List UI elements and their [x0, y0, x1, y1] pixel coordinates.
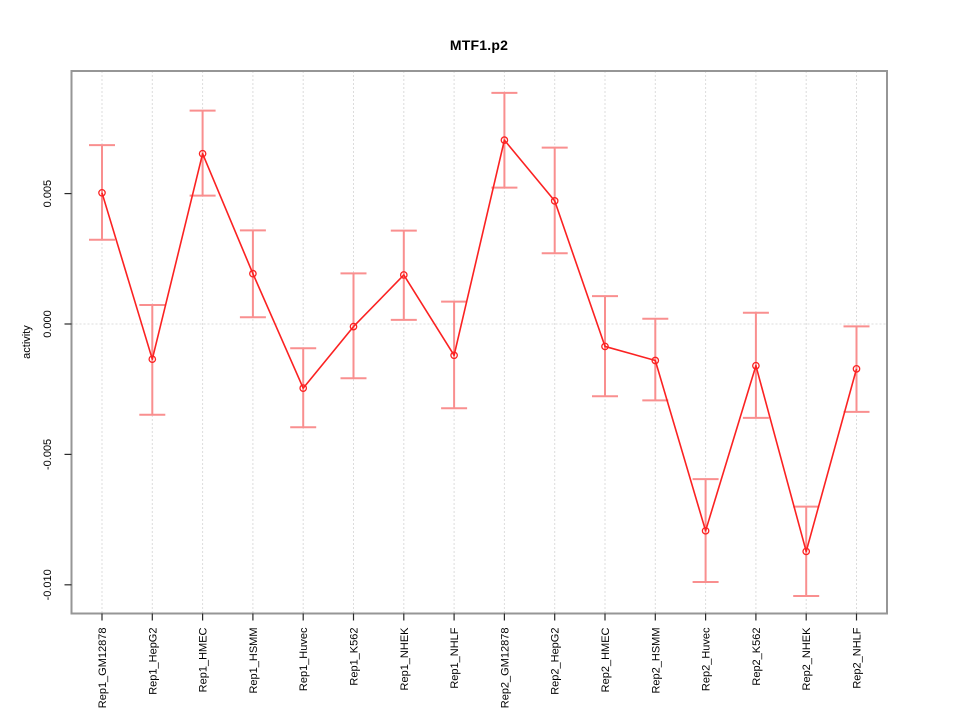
data-point — [399, 271, 408, 279]
x-tick-label: Rep1_HepG2 — [147, 628, 159, 695]
data-point — [198, 149, 207, 158]
x-tick-label: Rep1_HMEC — [198, 627, 210, 692]
x-tick-label: Rep1_NHLF — [449, 627, 461, 688]
x-tick-label: Rep2_NHLF — [852, 627, 864, 688]
data-point — [701, 526, 710, 535]
data-point — [450, 351, 458, 360]
data-point — [601, 342, 609, 351]
data-point — [98, 188, 106, 197]
error-bars-group — [89, 91, 870, 598]
axes-group: 0.005 0.000 -0.005 -0.010 Rep1_GM12878 Rep1_H… — [42, 180, 864, 708]
x-tick-label: Rep2_HMEC — [600, 627, 612, 692]
data-point — [852, 365, 861, 373]
x-tick-label: Rep2_HSMM — [650, 628, 662, 694]
data-point — [349, 322, 358, 331]
data-point — [752, 361, 760, 370]
gridlines-group — [71, 71, 887, 614]
data-point — [550, 197, 559, 205]
y-tick-label: -0.010 — [42, 569, 54, 600]
data-point — [249, 269, 257, 278]
y-tick-label: -0.005 — [42, 439, 54, 470]
x-tick-label: Rep2_NHEK — [801, 627, 813, 691]
x-tick-label: Rep2_GM12878 — [499, 628, 511, 709]
y-tick-label: 0.005 — [42, 180, 54, 208]
x-tick-label: Rep2_K562 — [751, 628, 763, 686]
x-tick-label: Rep1_HSMM — [248, 628, 260, 694]
plot-box-border — [70, 70, 888, 615]
x-tick-label: Rep1_Huvec — [298, 627, 310, 691]
data-point — [148, 355, 157, 364]
x-tick-label: Rep2_HepG2 — [550, 628, 562, 695]
data-point — [802, 547, 811, 556]
data-point — [651, 356, 660, 365]
data-points-group — [98, 136, 861, 556]
series-line — [101, 139, 858, 553]
data-point — [299, 384, 308, 393]
x-tick-label: Rep1_NHEK — [399, 627, 411, 691]
chart-title: MTF1.p2 — [449, 37, 509, 53]
x-tick-label: Rep1_K562 — [349, 628, 361, 686]
data-point — [500, 136, 509, 144]
x-tick-label: Rep1_GM12878 — [97, 628, 109, 709]
y-tick-label: 0.000 — [42, 310, 54, 338]
x-tick-label: Rep2_Huvec — [701, 627, 713, 691]
